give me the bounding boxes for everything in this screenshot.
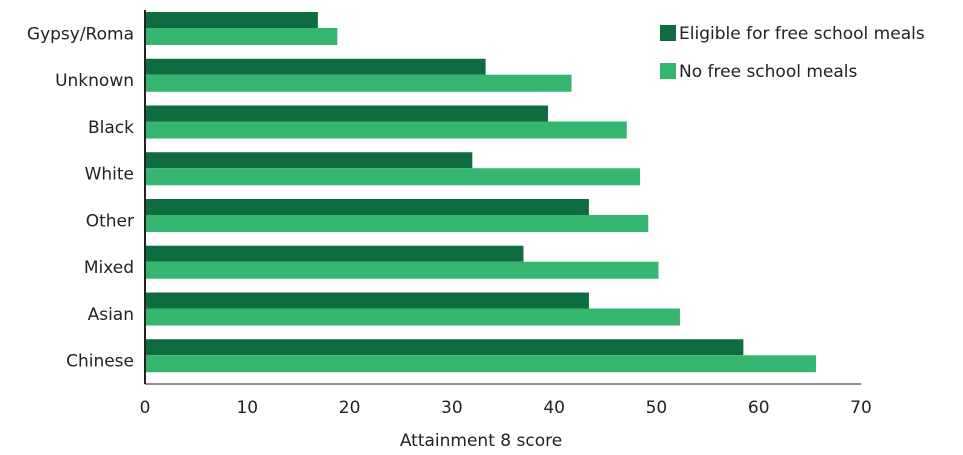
bar: [145, 74, 572, 92]
y-tick-label: Chinese: [66, 352, 134, 372]
y-tick-label: Mixed: [84, 258, 134, 278]
y-tick-label: Other: [86, 211, 134, 231]
bar: [145, 168, 641, 186]
bar: [145, 308, 680, 326]
bar: [145, 339, 744, 356]
bar: [145, 58, 486, 75]
y-tick-label: Unknown: [55, 71, 134, 91]
bar: [145, 105, 549, 122]
bar: [145, 28, 338, 45]
legend-swatch: [660, 63, 676, 79]
x-tick-label: 60: [748, 398, 770, 418]
x-tick-label: 40: [543, 398, 565, 418]
x-tick-label: 70: [850, 398, 872, 418]
bar: [145, 355, 816, 373]
x-tick-label: 50: [646, 398, 668, 418]
x-tick-label: 0: [140, 398, 151, 418]
bar: [145, 292, 589, 309]
x-tick-label: 20: [339, 398, 361, 418]
x-tick-label: 30: [441, 398, 463, 418]
legend-label: No free school meals: [679, 62, 858, 82]
y-tick-label: Gypsy/Roma: [27, 24, 134, 44]
bar: [145, 215, 649, 232]
legend-swatch: [660, 25, 676, 41]
bar: [145, 152, 473, 169]
legend-label: Eligible for free school meals: [679, 24, 925, 44]
bar: [145, 12, 318, 28]
x-axis-title: Attainment 8 score: [400, 431, 562, 451]
bar: [145, 121, 627, 139]
y-tick-label: Black: [88, 118, 134, 138]
y-tick-label: White: [85, 165, 134, 185]
y-tick-label: Asian: [88, 305, 134, 325]
bar: [145, 261, 659, 279]
x-tick-label: 10: [236, 398, 258, 418]
bar: [145, 199, 589, 215]
bar: [145, 245, 524, 262]
